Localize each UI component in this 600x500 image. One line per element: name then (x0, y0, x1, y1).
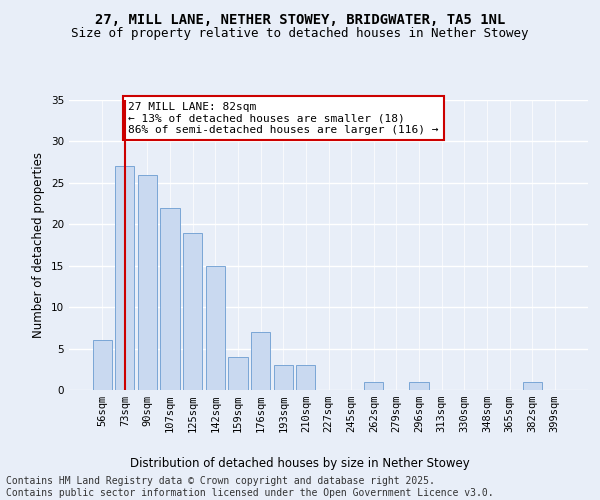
Bar (229, 357, 248, 390)
Text: Contains HM Land Registry data © Crown copyright and database right 2025.
Contai: Contains HM Land Registry data © Crown c… (6, 476, 494, 498)
Text: 27 MILL LANE: 82sqm
← 13% of detached houses are smaller (18)
86% of semi-detach: 27 MILL LANE: 82sqm ← 13% of detached ho… (128, 102, 439, 135)
Text: Distribution of detached houses by size in Nether Stowey: Distribution of detached houses by size … (130, 458, 470, 470)
Bar (183, 232, 202, 390)
Bar (138, 174, 157, 390)
Bar (364, 382, 383, 390)
Bar (206, 266, 225, 390)
Text: Size of property relative to detached houses in Nether Stowey: Size of property relative to detached ho… (71, 28, 529, 40)
Bar (115, 166, 134, 390)
Bar (160, 208, 180, 390)
Bar (409, 382, 428, 390)
Text: 27, MILL LANE, NETHER STOWEY, BRIDGWATER, TA5 1NL: 27, MILL LANE, NETHER STOWEY, BRIDGWATER… (95, 12, 505, 26)
Bar (296, 365, 316, 390)
Bar (251, 332, 270, 390)
Bar (92, 340, 112, 390)
Y-axis label: Number of detached properties: Number of detached properties (32, 152, 46, 338)
Bar (523, 382, 542, 390)
Bar (274, 365, 293, 390)
